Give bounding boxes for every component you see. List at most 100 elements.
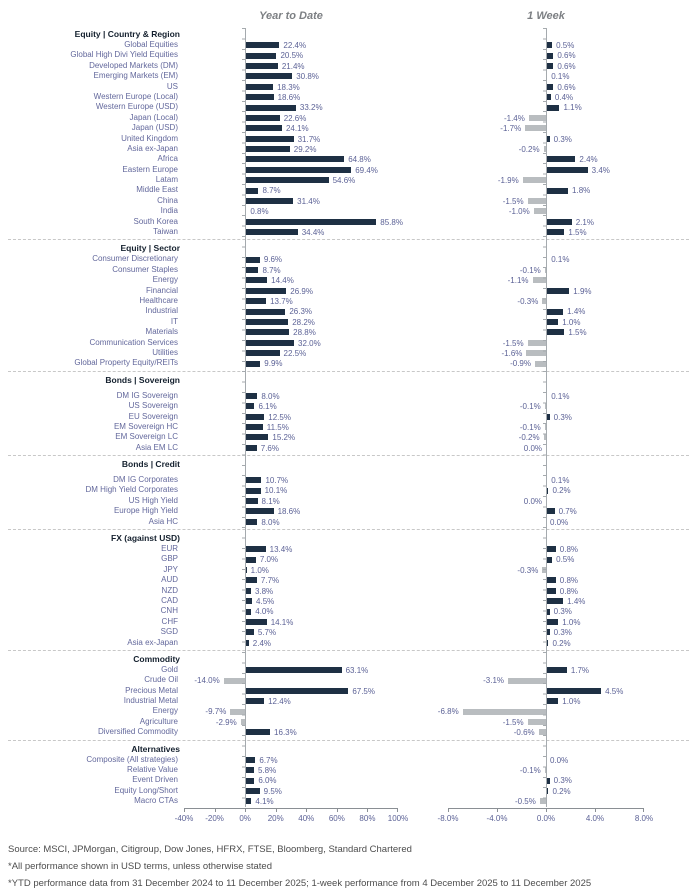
chart-row: Energy -9.7% -6.8% <box>8 706 693 716</box>
chart-row: EUR 13.4% 0.8% <box>8 544 693 554</box>
chart-row: Macro CTAs 4.1% -0.5% <box>8 796 693 806</box>
week: -0.1% <box>448 401 644 411</box>
week: -1.7% <box>448 123 644 133</box>
chart-row: Japan (Local) 22.6% -1.4% <box>8 113 693 123</box>
ytd-bar <box>245 729 271 736</box>
ytd-value: 32.0% <box>298 338 321 348</box>
ytd-bar <box>245 546 266 553</box>
ytd: 8.0% <box>184 391 398 401</box>
ytd-value: 8.0% <box>261 391 280 401</box>
week-bar <box>462 708 546 715</box>
week-value: -0.9% <box>510 359 531 369</box>
week-bar <box>546 104 560 111</box>
ytd-value: 21.4% <box>281 61 305 71</box>
ytd-bar <box>245 687 349 694</box>
section-alternatives: Alternatives Composite (All strategies) 6.… <box>8 743 693 807</box>
week-value: 0.2% <box>552 638 571 648</box>
week-value: -0.1% <box>519 402 541 412</box>
axis-tick <box>497 807 498 812</box>
ytd: 9.9% <box>184 358 398 368</box>
section-header: Bonds | Sovereign <box>105 374 180 385</box>
row-label: Asia HC <box>148 516 178 526</box>
week-bar <box>528 114 546 121</box>
week: -0.9% <box>448 358 644 368</box>
ytd-value: 24.1% <box>285 124 309 134</box>
row-label: AUD <box>161 575 178 585</box>
ytd-value: 12.4% <box>268 697 291 707</box>
week: 1.4% <box>448 306 644 316</box>
week-bar <box>533 208 546 215</box>
row-label: Healthcare <box>139 295 178 305</box>
chart-row: China 31.4% -1.5% <box>8 196 693 206</box>
week-value: 1.0% <box>562 697 581 707</box>
week-bar <box>546 413 550 420</box>
axis-tick-label: -40% <box>174 813 194 823</box>
chart-row: Healthcare 13.7% -0.3% <box>8 296 693 306</box>
row-label: Gold <box>161 664 178 674</box>
ytd: 16.3% <box>184 727 398 737</box>
ytd-value: 22.6% <box>283 113 307 123</box>
ytd-value: 67.5% <box>352 686 375 696</box>
chart-row: Global High Divi Yield Equities 20.5% 0.6% <box>8 50 693 60</box>
row-label: SGD <box>160 627 178 637</box>
axis-tick <box>184 807 185 812</box>
week-value: 3.4% <box>591 165 610 175</box>
week: 2.1% <box>448 217 644 227</box>
ytd-bar <box>245 156 345 163</box>
week: 0.1% <box>448 391 644 401</box>
week: 0.3% <box>448 627 644 637</box>
ytd: 13.4% <box>184 544 398 554</box>
week-value: 0.3% <box>553 412 572 422</box>
week-value: 0.2% <box>552 486 571 496</box>
week-value: -1.6% <box>501 348 523 358</box>
ytd-bar <box>245 329 290 336</box>
week-bar <box>544 403 546 410</box>
week-bar <box>527 719 546 726</box>
section-header: FX (against USD) <box>111 533 180 544</box>
week-bar <box>546 477 548 484</box>
chart-row: US High Yield 8.1% 0.0% <box>8 496 693 506</box>
row-label: Western Europe (USD) <box>95 102 178 112</box>
chart-row: Western Europe (USD) 33.2% 1.1% <box>8 102 693 112</box>
ytd-value: 31.4% <box>297 196 320 206</box>
chart-row: India 0.8% -1.0% <box>8 206 693 216</box>
ytd-value: 9.5% <box>263 786 282 796</box>
ytd: 9.5% <box>184 786 398 796</box>
week: -0.1% <box>448 765 644 775</box>
row-label: Equity Long/Short <box>114 785 178 795</box>
week-bar <box>546 577 556 584</box>
ytd: 3.8% <box>184 586 398 596</box>
chart-row: GBP 7.0% 0.5% <box>8 554 693 564</box>
week-bar <box>546 73 548 80</box>
row-label: Middle East <box>136 185 178 195</box>
row-label: EM Sovereign HC <box>113 421 178 431</box>
ytd-bar <box>245 350 280 357</box>
section-divider <box>8 739 689 741</box>
chart-row: CHF 14.1% 1.0% <box>8 617 693 627</box>
week-bar <box>546 166 588 173</box>
week: -0.1% <box>448 422 644 432</box>
ytd: 2.4% <box>184 638 398 648</box>
section-fx-against-usd: FX (against USD) EUR 13.4% 0.8% GBP 7.0% 0.5% J… <box>8 532 693 648</box>
ytd-bar <box>245 287 287 294</box>
ytd-bar <box>245 392 258 399</box>
section-divider <box>8 370 689 372</box>
row-label: Asia EM LC <box>135 442 178 452</box>
chart-row: Global Property Equity/REITs 9.9% -0.9% <box>8 358 693 368</box>
ytd: 8.0% <box>184 517 398 527</box>
week: 1.7% <box>448 665 644 675</box>
axis-tick <box>546 807 547 812</box>
week: 0.0% <box>448 443 644 453</box>
ytd-value: 33.2% <box>299 103 323 113</box>
chart-body: Equity | Country & Region Global Equities… <box>8 28 693 807</box>
footnotes: Source: MSCI, JPMorgan, Citigroup, Dow J… <box>8 841 693 892</box>
row-label: Japan (USD) <box>131 123 178 133</box>
week: 0.1% <box>448 71 644 81</box>
ytd: 4.1% <box>184 796 398 806</box>
week-value: 0.8% <box>559 576 579 586</box>
ytd-value: 30.8% <box>296 72 319 82</box>
ytd: 29.2% <box>184 144 398 154</box>
week-value: -0.1% <box>519 422 541 432</box>
week-value: 1.9% <box>573 286 592 296</box>
ytd-value: 15.2% <box>272 433 296 443</box>
